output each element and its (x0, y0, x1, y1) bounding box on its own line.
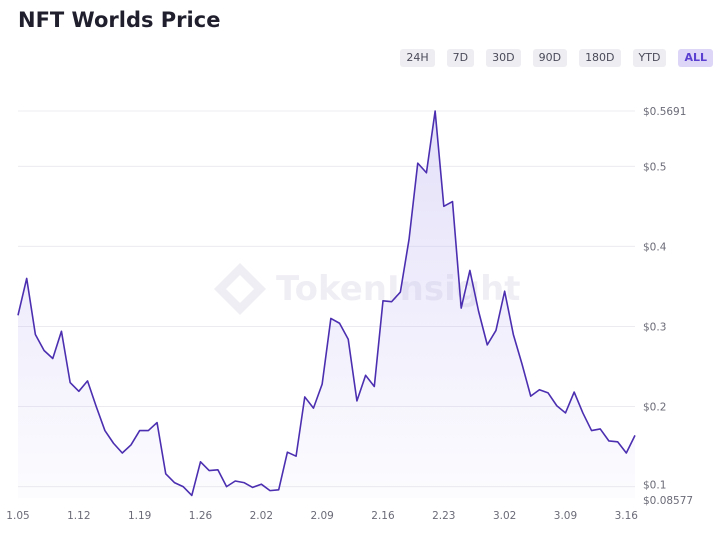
range-tab-90d[interactable]: 90D (532, 49, 568, 67)
y-tick-label: $0.5 (643, 161, 666, 173)
range-tab-all[interactable]: ALL (678, 49, 713, 67)
x-tick-label: 2.23 (432, 510, 455, 522)
x-tick-label: 3.09 (554, 510, 577, 522)
range-tab-24h[interactable]: 24H (400, 49, 435, 67)
y-tick-label: $0.08577 (643, 495, 693, 507)
price-line (17, 110, 636, 497)
price-area (18, 111, 635, 498)
y-tick-label: $0.2 (643, 402, 666, 414)
x-tick-label: 2.16 (371, 510, 395, 522)
x-tick-label: 3.02 (493, 510, 516, 522)
y-tick-label: $0.5691 (643, 106, 686, 118)
y-tick-label: $0.3 (643, 321, 666, 333)
page-title: NFT Worlds Price (18, 8, 221, 32)
time-range-tabs: 24H 7D 30D 90D 180D YTD ALL (400, 49, 713, 67)
range-tab-ytd[interactable]: YTD (632, 49, 667, 67)
y-tick-label: $0.1 (643, 480, 666, 492)
range-tab-7d[interactable]: 7D (446, 49, 475, 67)
x-tick-label: 1.26 (189, 510, 213, 522)
x-tick-label: 2.09 (310, 510, 333, 522)
x-tick-label: 1.19 (128, 510, 151, 522)
range-tab-180d[interactable]: 180D (579, 49, 621, 67)
range-tab-30d[interactable]: 30D (486, 49, 521, 67)
x-tick-label: 1.12 (67, 510, 90, 522)
x-tick-label: 1.05 (6, 510, 29, 522)
x-tick-label: 2.02 (250, 510, 273, 522)
x-tick-label: 3.16 (615, 510, 639, 522)
y-tick-label: $0.4 (643, 241, 667, 253)
